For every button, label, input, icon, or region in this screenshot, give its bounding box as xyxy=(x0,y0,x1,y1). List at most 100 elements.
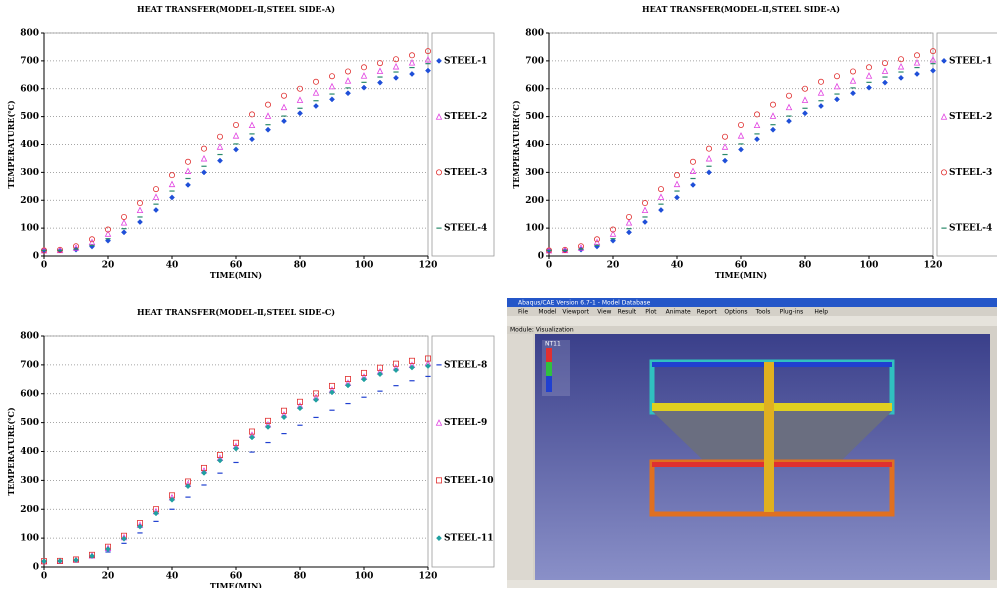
data-point xyxy=(201,156,206,161)
legend xyxy=(432,33,494,256)
data-point xyxy=(882,68,887,73)
legend-label: STEEL-1 xyxy=(444,56,487,66)
x-tick-label: 0 xyxy=(41,261,47,271)
data-point xyxy=(642,219,647,224)
data-point xyxy=(233,147,238,152)
data-point xyxy=(409,71,414,76)
x-tick-label: 120 xyxy=(419,572,438,582)
data-point xyxy=(137,524,142,529)
data-point xyxy=(377,80,382,85)
menu-item: Plug-ins xyxy=(780,309,804,316)
y-tick-label: 500 xyxy=(20,112,39,122)
data-point xyxy=(217,144,222,149)
toolbox xyxy=(507,334,533,584)
y-tick-label: 200 xyxy=(525,196,544,206)
data-point xyxy=(185,182,190,187)
legend-marker xyxy=(436,170,441,175)
x-tick-label: 60 xyxy=(230,261,243,271)
data-point xyxy=(882,61,887,66)
menu-item: Options xyxy=(724,309,747,316)
y-tick-label: 200 xyxy=(20,196,39,206)
data-point xyxy=(642,207,647,212)
module-label: Module: Visualization xyxy=(510,327,574,334)
data-point xyxy=(930,68,935,73)
y-tick-label: 700 xyxy=(20,360,39,370)
data-point xyxy=(169,173,174,178)
data-point xyxy=(185,159,190,164)
data-point xyxy=(137,219,142,224)
y-tick-label: 0 xyxy=(33,252,39,262)
data-point xyxy=(137,207,142,212)
data-point xyxy=(818,90,823,95)
data-point xyxy=(818,79,823,84)
data-point xyxy=(834,74,839,79)
legend-label: STEEL-4 xyxy=(444,224,487,234)
y-tick-label: 600 xyxy=(525,84,544,94)
data-point xyxy=(770,127,775,132)
data-point xyxy=(345,91,350,96)
chart: HEAT TRANSFER(MODEL-Ⅱ,STEEL SIDE-A)01002… xyxy=(6,4,494,280)
x-tick-label: 60 xyxy=(230,572,243,582)
x-tick-label: 20 xyxy=(607,261,620,271)
legend-label: STEEL-1 xyxy=(949,56,992,66)
data-point xyxy=(786,118,791,123)
legend-label: STEEL-9 xyxy=(444,418,487,428)
data-point xyxy=(850,78,855,83)
x-tick-label: 100 xyxy=(355,261,374,271)
data-point xyxy=(297,111,302,116)
legend-label: STEEL-3 xyxy=(444,168,487,178)
data-point xyxy=(770,102,775,107)
y-tick-label: 300 xyxy=(20,168,39,178)
legend-marker xyxy=(436,478,441,483)
data-point xyxy=(786,105,791,110)
data-point xyxy=(690,182,695,187)
menu-item: Plot xyxy=(645,309,657,316)
y-tick-label: 700 xyxy=(525,56,544,66)
data-point xyxy=(345,78,350,83)
x-tick-label: 40 xyxy=(166,572,179,582)
data-point xyxy=(121,230,126,235)
data-point xyxy=(658,207,663,212)
data-point xyxy=(121,536,126,541)
menu-item: Animate xyxy=(666,309,691,316)
legend-label: STEEL-8 xyxy=(444,360,487,370)
chart-title: HEAT TRANSFER(MODEL-Ⅱ,STEEL SIDE-C) xyxy=(137,307,335,317)
data-point xyxy=(674,173,679,178)
y-tick-label: 800 xyxy=(525,29,544,39)
data-point xyxy=(866,73,871,78)
legend-marker xyxy=(436,58,441,63)
data-point xyxy=(642,200,647,205)
y-tick-label: 500 xyxy=(20,418,39,428)
data-point xyxy=(281,118,286,123)
legend-marker xyxy=(941,114,946,119)
legend-label: STEEL-4 xyxy=(949,224,992,234)
data-point xyxy=(377,68,382,73)
menu-item: Report xyxy=(697,309,718,316)
data-point xyxy=(626,214,631,219)
data-point xyxy=(361,73,366,78)
y-axis-label: TEMPERATURE(℃) xyxy=(511,100,521,188)
menu-item: View xyxy=(597,309,611,316)
y-tick-label: 700 xyxy=(20,56,39,66)
data-point xyxy=(818,103,823,108)
x-tick-label: 20 xyxy=(102,261,115,271)
data-point xyxy=(706,170,711,175)
x-tick-label: 80 xyxy=(799,261,812,271)
data-point xyxy=(121,220,126,225)
x-axis-label: TIME(MIN) xyxy=(715,270,767,280)
data-point xyxy=(722,158,727,163)
menu-bar: FileModelViewportViewResultPlotAnimateRe… xyxy=(518,309,828,316)
page: Abaqus/CAE Version 6.7-1 - Model Databas… xyxy=(0,0,997,588)
data-point xyxy=(249,137,254,142)
data-point xyxy=(233,122,238,127)
data-point xyxy=(201,170,206,175)
data-point xyxy=(914,53,919,58)
data-point xyxy=(738,133,743,138)
data-point xyxy=(185,168,190,173)
data-point xyxy=(898,75,903,80)
data-point xyxy=(882,80,887,85)
chart: HEAT TRANSFER(MODEL-Ⅱ,STEEL SIDE-C)01002… xyxy=(6,307,494,588)
x-tick-label: 0 xyxy=(546,261,552,271)
y-tick-label: 300 xyxy=(525,168,544,178)
data-point xyxy=(898,64,903,69)
